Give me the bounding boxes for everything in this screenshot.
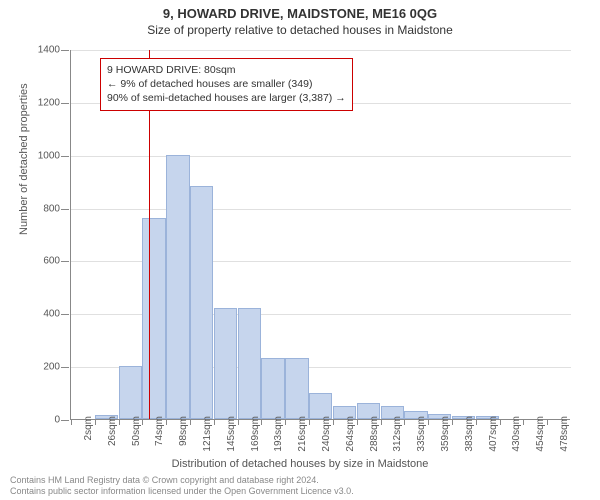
xtick-label: 193sqm [273, 416, 284, 456]
title-subtitle: Size of property relative to detached ho… [0, 23, 600, 37]
footer-line-1: Contains HM Land Registry data © Crown c… [10, 475, 354, 486]
xtick-label: 454sqm [535, 416, 546, 456]
xtick-label: 430sqm [511, 416, 522, 456]
ytick-label: 1400 [38, 45, 60, 56]
histogram-bar [214, 308, 237, 419]
xtick-label: 312sqm [392, 416, 403, 456]
xtick-label: 2sqm [83, 416, 94, 456]
xtick-label: 288sqm [369, 416, 380, 456]
ytick-label: 800 [43, 203, 60, 214]
footer-attribution: Contains HM Land Registry data © Crown c… [10, 475, 354, 497]
ytick-label: 1200 [38, 97, 60, 108]
xtick-label: 335sqm [416, 416, 427, 456]
xtick-label: 74sqm [154, 416, 165, 456]
xtick-label: 121sqm [202, 416, 213, 456]
xtick-label: 407sqm [488, 416, 499, 456]
histogram-bar [119, 366, 142, 419]
xtick-label: 26sqm [107, 416, 118, 456]
ytick-label: 400 [43, 309, 60, 320]
xtick-label: 359sqm [440, 416, 451, 456]
legend-line-3: 90% of semi-detached houses are larger (… [107, 91, 346, 105]
ytick-label: 0 [54, 415, 60, 426]
histogram-bar [142, 218, 165, 419]
x-axis-label: Distribution of detached houses by size … [0, 458, 600, 470]
xtick-label: 216sqm [297, 416, 308, 456]
legend-line-1: 9 HOWARD DRIVE: 80sqm [107, 63, 346, 77]
ytick-label: 600 [43, 256, 60, 267]
xtick-label: 169sqm [250, 416, 261, 456]
legend-line-2: ← 9% of detached houses are smaller (349… [107, 77, 346, 91]
footer-line-2: Contains public sector information licen… [10, 486, 354, 497]
chart-area: 02004006008001000120014002sqm26sqm50sqm7… [70, 50, 570, 420]
title-address: 9, HOWARD DRIVE, MAIDSTONE, ME16 0QG [0, 6, 600, 21]
histogram-bar [166, 155, 189, 419]
xtick-label: 98sqm [178, 416, 189, 456]
histogram-bar [285, 358, 308, 419]
histogram-bar [261, 358, 284, 419]
xtick-label: 145sqm [226, 416, 237, 456]
ytick-label: 200 [43, 362, 60, 373]
histogram-bar [190, 186, 213, 419]
xtick-label: 264sqm [345, 416, 356, 456]
legend-box: 9 HOWARD DRIVE: 80sqm ← 9% of detached h… [100, 58, 353, 111]
xtick-label: 50sqm [131, 416, 142, 456]
xtick-label: 240sqm [321, 416, 332, 456]
xtick-label: 383sqm [464, 416, 475, 456]
histogram-bar [238, 308, 261, 419]
y-axis-label: Number of detached properties [18, 83, 30, 235]
ytick-label: 1000 [38, 150, 60, 161]
chart-header: 9, HOWARD DRIVE, MAIDSTONE, ME16 0QG Siz… [0, 0, 600, 37]
xtick-label: 478sqm [559, 416, 570, 456]
